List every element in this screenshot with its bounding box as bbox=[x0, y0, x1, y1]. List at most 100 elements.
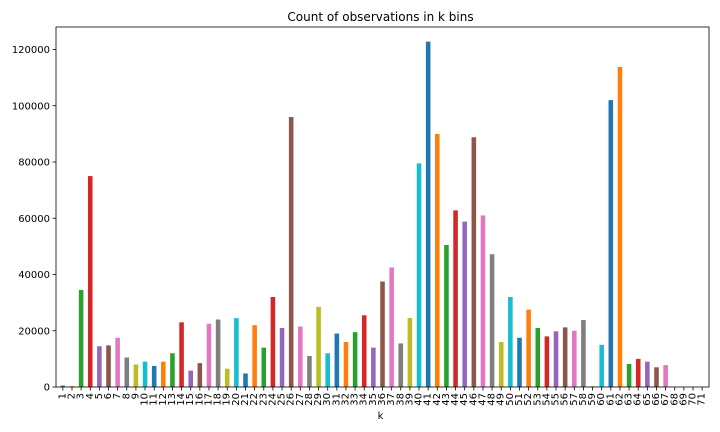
x-tick-label-38: 38 bbox=[395, 393, 406, 406]
x-tick-label-2: 2 bbox=[66, 393, 77, 399]
y-tick-label-100000: 100000 bbox=[12, 101, 50, 112]
x-tick-label-10: 10 bbox=[140, 393, 151, 406]
x-tick-label-39: 39 bbox=[404, 393, 415, 406]
x-tick-label-45: 45 bbox=[459, 393, 470, 406]
x-tick-label-11: 11 bbox=[149, 393, 160, 406]
x-tick-label-66: 66 bbox=[651, 393, 662, 406]
bar-k-16 bbox=[197, 363, 203, 387]
x-tick-label-68: 68 bbox=[669, 393, 680, 406]
y-tick-label-20000: 20000 bbox=[18, 326, 50, 337]
bar-k-53 bbox=[535, 327, 541, 387]
bar-k-40 bbox=[416, 163, 422, 387]
bar-k-23 bbox=[261, 347, 267, 388]
bar-k-2 bbox=[69, 386, 75, 387]
bar-k-25 bbox=[279, 327, 285, 387]
x-tick-label-6: 6 bbox=[103, 393, 114, 399]
bar-k-67 bbox=[663, 365, 668, 387]
x-tick-label-34: 34 bbox=[359, 393, 370, 406]
bar-k-36 bbox=[380, 281, 385, 387]
bar-k-39 bbox=[407, 318, 413, 387]
x-tick-label-4: 4 bbox=[85, 393, 96, 399]
x-tick-label-16: 16 bbox=[194, 393, 205, 406]
bar-k-51 bbox=[517, 337, 522, 387]
x-tick-label-1: 1 bbox=[57, 393, 68, 399]
bar-k-10 bbox=[142, 361, 148, 387]
x-tick-label-14: 14 bbox=[176, 393, 187, 406]
x-tick-label-61: 61 bbox=[605, 393, 616, 406]
x-tick-label-48: 48 bbox=[487, 393, 498, 406]
bar-k-21 bbox=[243, 373, 248, 387]
x-tick-label-28: 28 bbox=[304, 393, 315, 406]
bar-k-49 bbox=[498, 342, 504, 387]
bar-k-17 bbox=[206, 323, 212, 387]
bar-k-13 bbox=[170, 353, 175, 387]
bar-k-46 bbox=[471, 137, 477, 387]
x-tick-label-40: 40 bbox=[414, 393, 425, 406]
bar-k-44 bbox=[453, 210, 458, 388]
x-tick-label-12: 12 bbox=[158, 393, 169, 406]
x-tick-label-57: 57 bbox=[569, 393, 580, 406]
chart-title: Count of observations in k bins bbox=[287, 10, 473, 24]
x-tick-label-21: 21 bbox=[240, 393, 251, 406]
bar-k-56 bbox=[562, 327, 568, 388]
y-tick-label-80000: 80000 bbox=[18, 158, 50, 169]
x-tick-label-27: 27 bbox=[295, 393, 306, 406]
x-tick-label-59: 59 bbox=[587, 393, 598, 406]
bar-k-32 bbox=[343, 342, 349, 387]
y-axis: 0 20000 40000 60000 80000 100000 120000 bbox=[12, 45, 56, 394]
bar-k-11 bbox=[151, 365, 157, 387]
x-tick-label-32: 32 bbox=[340, 393, 351, 406]
x-tick-label-64: 64 bbox=[633, 393, 644, 406]
x-tick-label-29: 29 bbox=[313, 393, 324, 406]
x-tick-label-41: 41 bbox=[423, 393, 434, 406]
x-tick-label-56: 56 bbox=[560, 393, 571, 406]
bar-k-31 bbox=[334, 333, 340, 387]
bar-k-7 bbox=[115, 337, 120, 387]
x-tick-label-65: 65 bbox=[642, 393, 653, 406]
bar-k-26 bbox=[288, 117, 294, 387]
x-tick-label-70: 70 bbox=[688, 393, 699, 406]
bar-k-65 bbox=[645, 361, 650, 387]
bar-k-5 bbox=[97, 346, 102, 387]
x-tick-label-9: 9 bbox=[130, 393, 141, 399]
x-tick-label-13: 13 bbox=[167, 393, 178, 406]
x-tick-label-22: 22 bbox=[249, 393, 260, 406]
bar-k-6 bbox=[106, 345, 111, 388]
x-axis: 1234567891011121314151617181920212223242… bbox=[57, 387, 708, 406]
y-tick-label-0: 0 bbox=[44, 383, 50, 394]
x-tick-label-46: 46 bbox=[468, 393, 479, 406]
x-tick-label-37: 37 bbox=[386, 393, 397, 406]
x-tick-label-42: 42 bbox=[432, 393, 443, 406]
bar-k-12 bbox=[161, 361, 166, 387]
bar-k-9 bbox=[133, 364, 139, 387]
y-tick-label-40000: 40000 bbox=[18, 270, 50, 281]
x-tick-label-24: 24 bbox=[267, 393, 278, 406]
x-tick-label-55: 55 bbox=[551, 393, 562, 406]
x-tick-label-17: 17 bbox=[203, 393, 214, 406]
x-tick-label-69: 69 bbox=[678, 393, 689, 406]
bar-k-19 bbox=[224, 368, 230, 387]
x-tick-label-25: 25 bbox=[277, 393, 288, 406]
bar-k-55 bbox=[553, 331, 559, 387]
bar-k-61 bbox=[608, 100, 614, 388]
x-tick-label-52: 52 bbox=[523, 393, 534, 406]
x-tick-label-8: 8 bbox=[121, 393, 132, 399]
bar-k-38 bbox=[398, 343, 404, 387]
y-tick-label-120000: 120000 bbox=[12, 45, 50, 56]
x-tick-label-53: 53 bbox=[532, 393, 543, 406]
x-tick-label-60: 60 bbox=[596, 393, 607, 406]
x-tick-label-30: 30 bbox=[322, 393, 333, 406]
bar-k-60 bbox=[599, 344, 604, 387]
x-tick-label-36: 36 bbox=[377, 393, 388, 406]
bar-k-15 bbox=[188, 370, 193, 387]
bar-k-33 bbox=[352, 332, 358, 387]
bar-k-4 bbox=[87, 176, 93, 387]
bar-k-64 bbox=[635, 358, 641, 388]
bars-group bbox=[60, 41, 668, 388]
bar-k-22 bbox=[252, 325, 257, 388]
x-tick-label-20: 20 bbox=[231, 393, 242, 406]
bar-k-18 bbox=[215, 319, 221, 387]
bar-k-8 bbox=[124, 357, 130, 387]
x-tick-label-5: 5 bbox=[94, 393, 105, 399]
bar-k-35 bbox=[371, 347, 376, 388]
